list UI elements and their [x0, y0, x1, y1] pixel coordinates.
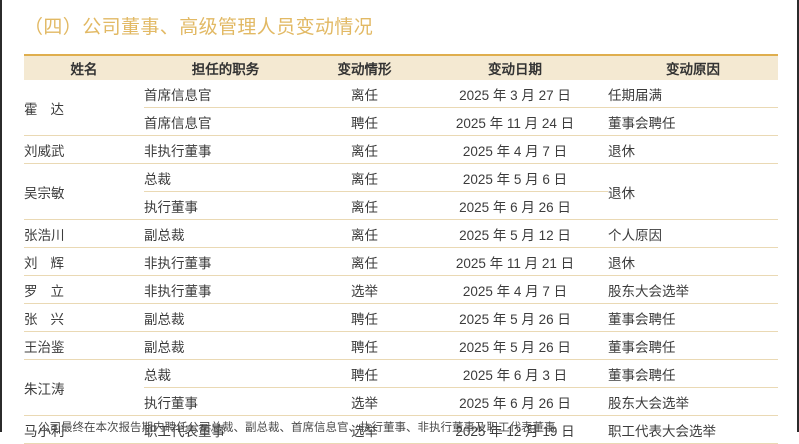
cell-post: 非执行董事: [144, 275, 307, 304]
table-row: 刘威武 非执行董事 离任 2025 年 4 月 7 日退休: [24, 135, 778, 164]
cell-change-type: 离任: [307, 191, 422, 220]
cell-change-type: 离任: [307, 163, 422, 192]
cell-post: 非执行董事: [144, 135, 307, 164]
cell-change-reason: 董事会聘任: [608, 331, 778, 360]
person-name: 刘辉: [24, 255, 64, 271]
cell-change-date: 2025 年 4 月 7 日: [422, 135, 608, 164]
cell-change-type: 离任: [307, 247, 422, 276]
cell-post: 首席信息官: [144, 107, 307, 136]
cell-name: 刘辉: [24, 247, 144, 276]
table-body: 霍达首席信息官 离任 2025 年 3 月 27 日任期届满 首席信息官 聘任 2025 …: [24, 80, 778, 444]
table-row: 王治鉴 副总裁 聘任 2025 年 5 月 26 日董事会聘任: [24, 331, 778, 360]
cell-change-type: 聘任: [307, 359, 422, 388]
cell-name: 张兴: [24, 303, 144, 332]
table-row: 罗立 非执行董事 选举 2025 年 4 月 7 日股东大会选举: [24, 275, 778, 304]
cell-post: 副总裁: [144, 303, 307, 332]
table-row: 首席信息官 聘任 2025 年 11 月 24 日董事会聘任: [24, 107, 778, 136]
cell-post: 总裁: [144, 359, 307, 388]
cell-change-type: 聘任: [307, 107, 422, 136]
person-name: 朱江涛: [24, 381, 65, 397]
cell-post: 副总裁: [144, 331, 307, 360]
column-header-type: 变动情形: [307, 54, 422, 80]
cell-post: 执行董事: [144, 191, 307, 220]
person-name: 罗立: [24, 283, 64, 299]
cell-post: 首席信息官: [144, 80, 307, 108]
cell-change-reason: 个人原因: [608, 219, 778, 248]
cell-change-date: 2025 年 6 月 3 日: [422, 359, 608, 388]
cell-change-date: 2025 年 5 月 12 日: [422, 219, 608, 248]
cell-change-reason: 董事会聘任: [608, 359, 778, 388]
person-name: 霍达: [24, 101, 64, 117]
person-name: 张浩川: [24, 227, 65, 243]
cell-change-type: 离任: [307, 135, 422, 164]
cell-change-date: 2025 年 3 月 27 日: [422, 80, 608, 108]
table-row: 张兴 副总裁 聘任 2025 年 5 月 26 日董事会聘任: [24, 303, 778, 332]
cell-name: 王治鉴: [24, 331, 144, 360]
cell-name: 朱江涛: [24, 359, 144, 416]
table-header: 姓名 担任的职务 变动情形 变动日期 变动原因: [24, 54, 778, 80]
cell-change-type: 聘任: [307, 331, 422, 360]
cell-post: 非执行董事: [144, 247, 307, 276]
cell-change-type: 选举: [307, 387, 422, 416]
cell-change-date: 2025 年 4 月 7 日: [422, 275, 608, 304]
column-header-name: 姓名: [24, 54, 144, 80]
page-content: （四）公司董事、高级管理人员变动情况 姓名 担任的职务 变动情形 变动日期 变动…: [7, 0, 791, 444]
cell-name: 罗立: [24, 275, 144, 304]
cell-post: 执行董事: [144, 387, 307, 416]
cell-change-date: 2025 年 6 月 26 日: [422, 191, 608, 220]
person-name: 刘威武: [24, 143, 65, 159]
cell-name: 霍达: [24, 80, 144, 136]
column-header-reason: 变动原因: [608, 54, 778, 80]
cell-change-reason: 董事会聘任: [608, 107, 778, 136]
cell-post: 副总裁: [144, 219, 307, 248]
cell-post: 总裁: [144, 163, 307, 192]
table-row: 刘辉 非执行董事 离任 2025 年 11 月 21 日退休: [24, 247, 778, 276]
cell-change-type: 选举: [307, 275, 422, 304]
cell-change-type: 聘任: [307, 303, 422, 332]
cell-change-date: 2025 年 5 月 26 日: [422, 303, 608, 332]
cell-change-date: 2025 年 11 月 21 日: [422, 247, 608, 276]
table-row: 霍达 首席信息官 离任 2025 年 3 月 27 日任期届满: [24, 80, 778, 136]
cell-change-date: 2025 年 11 月 24 日: [422, 107, 608, 136]
cell-name: 刘威武: [24, 135, 144, 164]
person-name: 王治鉴: [24, 339, 65, 355]
cell-change-date: 2025 年 5 月 26 日: [422, 331, 608, 360]
person-name: 张兴: [24, 311, 64, 327]
table-row: 吴宗敏 总裁 离任 2025 年 5 月 6 日退休: [24, 163, 778, 220]
cell-change-type: 离任: [307, 219, 422, 248]
cell-change-reason: 退休: [608, 163, 778, 220]
cell-change-reason: 任期届满: [608, 80, 778, 108]
table-row: 执行董事 选举 2025 年 6 月 26 日股东大会选举: [24, 387, 778, 416]
table-header-row: 姓名 担任的职务 变动情形 变动日期 变动原因: [24, 54, 778, 80]
cell-change-date: 2025 年 5 月 6 日: [422, 163, 608, 192]
cell-change-reason: 股东大会选举: [608, 275, 778, 304]
cell-change-reason: 股东大会选举: [608, 387, 778, 416]
cell-change-reason: 董事会聘任: [608, 303, 778, 332]
cell-change-type: 离任: [307, 80, 422, 108]
cell-change-date: 2025 年 6 月 26 日: [422, 387, 608, 416]
cell-name: 吴宗敏: [24, 163, 144, 220]
person-name: 吴宗敏: [24, 185, 65, 201]
cell-change-reason: 退休: [608, 135, 778, 164]
table-row: 张浩川 副总裁 离任 2025 年 5 月 12 日个人原因: [24, 219, 778, 248]
column-header-date: 变动日期: [422, 54, 608, 80]
table-row: 朱江涛 总裁 聘任 2025 年 6 月 3 日董事会聘任: [24, 359, 778, 416]
management-change-table: 姓名 担任的职务 变动情形 变动日期 变动原因 霍达首席信息官 离任 2025 年 …: [24, 54, 778, 444]
cell-change-reason: 退休: [608, 247, 778, 276]
table-footnote: 公司最终在本次报告期内聘任公司总裁、副总裁、首席信息官、执行董事、非执行董事及职…: [38, 422, 556, 432]
page-title: （四）公司董事、高级管理人员变动情况: [24, 17, 374, 38]
column-header-post: 担任的职务: [144, 54, 307, 80]
cell-name: 张浩川: [24, 219, 144, 248]
table-row: 执行董事 离任 2025 年 6 月 26 日: [24, 191, 778, 220]
